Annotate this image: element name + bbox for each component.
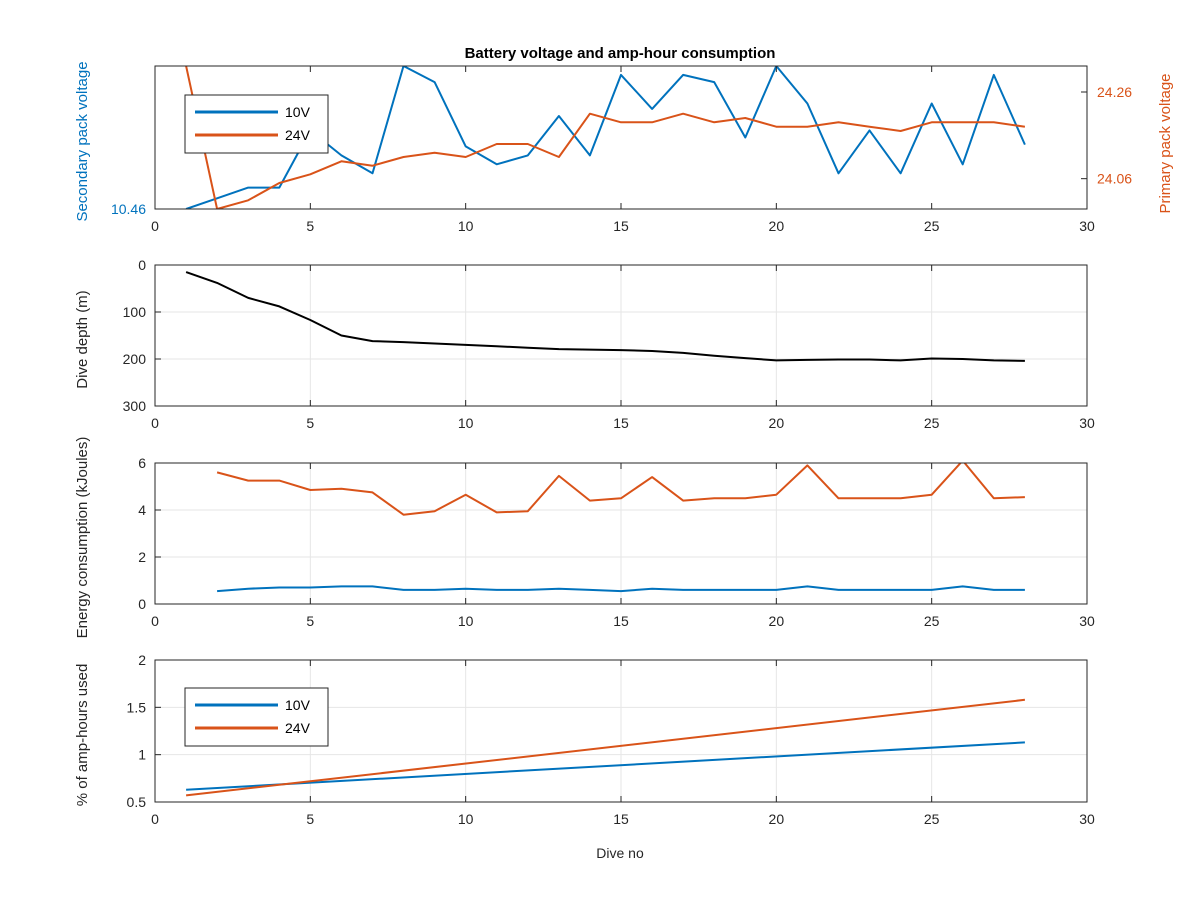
depth-x-tick-label: 5 — [306, 415, 314, 431]
energy-x-tick-label: 0 — [151, 613, 159, 629]
depth-x-tick-label: 15 — [613, 415, 629, 431]
voltage-y-tick-label: 10.46 — [111, 201, 146, 217]
voltage-x-tick-label: 25 — [924, 218, 940, 234]
depth-x-tick-label: 30 — [1079, 415, 1095, 431]
energy-x-tick-label: 5 — [306, 613, 314, 629]
voltage-x-tick-label: 0 — [151, 218, 159, 234]
amphours-y-tick-label: 0.5 — [127, 794, 147, 810]
energy-y-tick-label: 4 — [138, 502, 146, 518]
amphours-y-tick-label: 1.5 — [127, 699, 147, 715]
amphours-panel: 0 5 10 15 20 25 30 0.5 1 1.5 2 % of amp-hours used 1… — [74, 652, 1095, 827]
voltage-x-tick-label: 15 — [613, 218, 629, 234]
amphours-x-tick-label: 30 — [1079, 811, 1095, 827]
x-axis-label: Dive no — [596, 845, 644, 861]
voltage-legend-label-10v: 10V — [285, 104, 311, 120]
amphours-x-tick-label: 5 — [306, 811, 314, 827]
amphours-legend-label-10v: 10V — [285, 697, 311, 713]
depth-y-tick-label: 300 — [123, 398, 147, 414]
depth-x-tick-label: 20 — [769, 415, 785, 431]
energy-y-tick-label: 2 — [138, 549, 146, 565]
amphours-legend-label-24v: 24V — [285, 720, 311, 736]
depth-y-label: Dive depth (m) — [74, 290, 91, 388]
voltage-x-tick-label: 5 — [306, 218, 314, 234]
amphours-y-tick-label: 2 — [138, 652, 146, 668]
depth-series-line — [185, 271, 1025, 362]
figure-title: Battery voltage and amp-hour consumption — [465, 45, 776, 62]
voltage-x-tick-label: 30 — [1079, 218, 1095, 234]
amphours-x-tick-label: 10 — [458, 811, 474, 827]
energy-x-tick-label: 20 — [769, 613, 785, 629]
energy-y-tick-label: 0 — [138, 596, 146, 612]
voltage-y-right-tick-label: 24.06 — [1097, 171, 1132, 187]
voltage-x-tick-label: 20 — [769, 218, 785, 234]
voltage-panel: 0 5 10 15 20 25 30 10.46 24.06 24.26 Primary pack … — [74, 61, 1174, 234]
energy-x-tick-label: 15 — [613, 613, 629, 629]
energy-y-label: Energy consumption (kJoules) — [74, 437, 91, 639]
amphours-series-10v — [186, 741, 1025, 791]
amphours-series-24v — [185, 698, 1026, 797]
voltage-legend-box — [184, 94, 329, 154]
energy-panel: 0 5 10 15 20 25 30 0 2 4 6 Energy consumption (kJou… — [74, 437, 1095, 639]
amphours-y-label: % of amp-hours used — [74, 664, 91, 807]
energy-x-tick-label: 30 — [1079, 613, 1095, 629]
energy-y-tick-label: 6 — [138, 455, 146, 471]
amphours-x-tick-label: 15 — [613, 811, 629, 827]
amphours-x-tick-label: 0 — [151, 811, 159, 827]
depth-y-tick-label: 0 — [138, 257, 146, 273]
amphours-x-tick-label: 25 — [924, 811, 940, 827]
depth-y-tick-label: 100 — [123, 304, 147, 320]
amphours-y-tick-label: 1 — [138, 747, 146, 763]
energy-x-tick-label: 25 — [924, 613, 940, 629]
voltage-series-24v — [185, 66, 1026, 209]
depth-y-tick-label: 200 — [123, 351, 147, 367]
amphours-legend-box — [184, 687, 329, 747]
voltage-y-label: Secondary pack voltage — [74, 61, 91, 221]
depth-x-tick-label: 10 — [458, 415, 474, 431]
voltage-y-right-tick-label: 24.26 — [1097, 84, 1132, 100]
voltage-y-right-label: Primary pack voltage — [1157, 73, 1174, 213]
depth-x-tick-label: 25 — [924, 415, 940, 431]
voltage-x-tick-label: 10 — [458, 218, 474, 234]
energy-series-24v — [216, 463, 1025, 516]
voltage-legend-label-24v: 24V — [285, 127, 311, 143]
energy-x-tick-label: 10 — [458, 613, 474, 629]
amphours-x-tick-label: 20 — [769, 811, 785, 827]
energy-series-10v — [217, 585, 1025, 593]
depth-x-tick-label: 0 — [151, 415, 159, 431]
